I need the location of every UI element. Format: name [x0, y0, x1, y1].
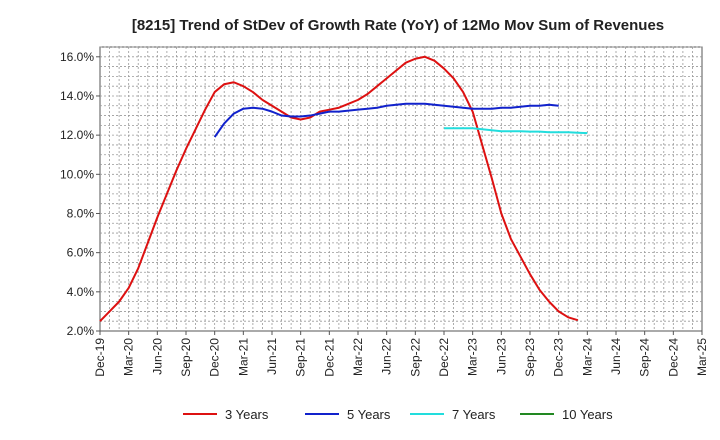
legend-label-5-years: 5 Years [347, 407, 391, 422]
series-line-3-years [99, 55, 579, 322]
axis-layer: 2.0% 4.0% 6.0% 8.0% 10.0% 12.0% 14.0% 16.0% Dec-… [60, 50, 709, 377]
x-tick-label: Mar-23 [466, 338, 480, 376]
x-tick-label: Dec-23 [552, 338, 566, 377]
y-tick-label: 8.0% [67, 206, 95, 220]
x-tick-label: Jun-24 [609, 338, 623, 375]
plot-area [99, 46, 703, 332]
x-tick-label: Sep-21 [294, 338, 308, 377]
series-layer [99, 55, 588, 322]
x-tick-label: Sep-20 [179, 338, 193, 377]
legend-label-3-years: 3 Years [225, 407, 269, 422]
x-tick-label: Dec-20 [208, 338, 222, 377]
x-tick-label: Dec-19 [93, 338, 107, 377]
y-tick-label: 12.0% [60, 128, 94, 142]
x-tick-label: Dec-21 [322, 338, 336, 377]
x-tick-label: Sep-23 [523, 338, 537, 377]
series-line-7-years [444, 127, 588, 135]
legend-label-10-years: 10 Years [562, 407, 613, 422]
x-tick-label: Mar-24 [580, 338, 594, 376]
x-tick-label: Mar-21 [236, 338, 250, 376]
y-tick-label: 2.0% [67, 324, 95, 338]
x-tick-label: Mar-20 [122, 338, 136, 376]
grid-layer [99, 46, 703, 332]
y-tick-label: 14.0% [60, 89, 94, 103]
chart-title: [8215] Trend of StDev of Growth Rate (Yo… [132, 17, 664, 34]
x-tick-label: Jun-22 [380, 338, 394, 375]
x-tick-label: Jun-20 [150, 338, 164, 375]
x-tick-label: Sep-22 [408, 338, 422, 377]
legend-label-7-years: 7 Years [452, 407, 496, 422]
y-tick-label: 6.0% [67, 246, 95, 260]
x-tick-label: Mar-25 [695, 338, 709, 376]
x-tick-label: Jun-23 [494, 338, 508, 375]
y-tick-label: 16.0% [60, 50, 94, 64]
x-tick-label: Sep-24 [638, 338, 652, 377]
legend: 3 Years 5 Years 7 Years 10 Years [183, 407, 613, 422]
series-line-5-years [213, 102, 559, 138]
y-tick-label: 4.0% [67, 285, 95, 299]
x-tick-label: Jun-21 [265, 338, 279, 375]
x-tick-label: Dec-22 [437, 338, 451, 377]
x-tick-label: Mar-22 [351, 338, 365, 376]
x-tick-label: Dec-24 [666, 338, 680, 377]
y-tick-label: 10.0% [60, 167, 94, 181]
